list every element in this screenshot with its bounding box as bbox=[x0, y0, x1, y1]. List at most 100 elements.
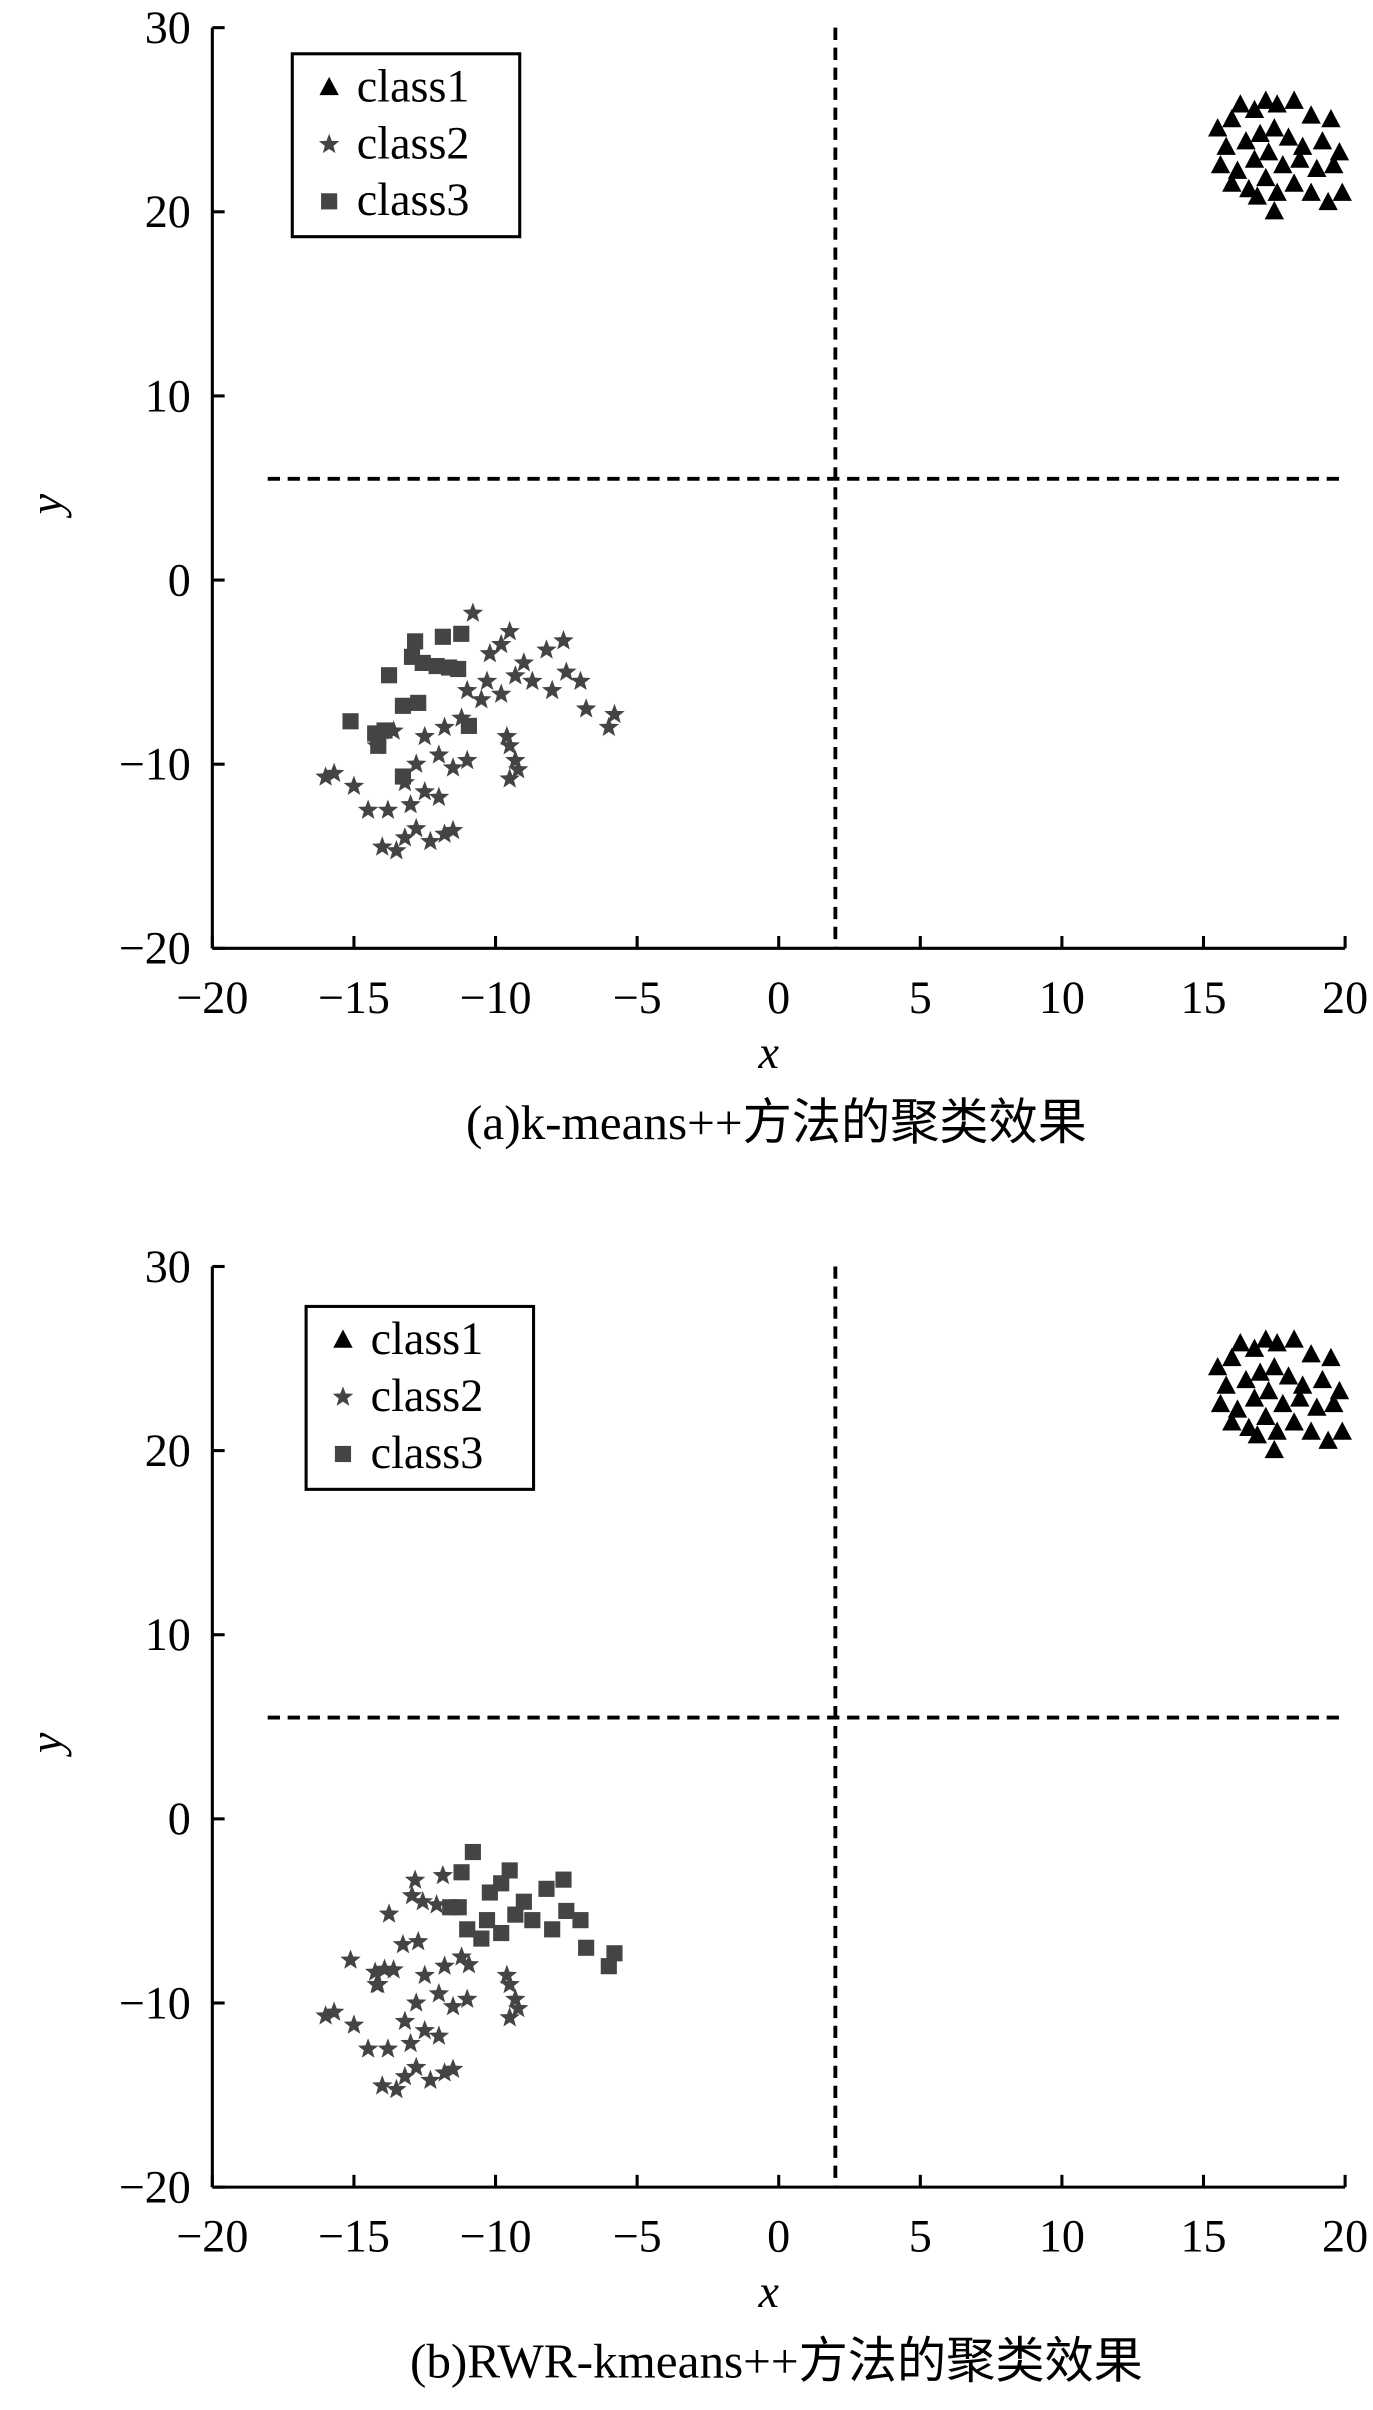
square-point bbox=[342, 713, 359, 730]
star-point bbox=[434, 1955, 455, 1975]
square-point bbox=[606, 1945, 623, 1962]
triangle-point bbox=[1318, 191, 1338, 211]
triangle-point bbox=[1278, 1366, 1299, 1385]
triangle-point bbox=[1258, 1380, 1279, 1400]
triangle-point bbox=[333, 1329, 353, 1348]
legend-label: class2 bbox=[357, 117, 470, 168]
triangle-point bbox=[1222, 1347, 1242, 1367]
star-point bbox=[405, 2056, 427, 2077]
triangle-point bbox=[1301, 182, 1321, 201]
star-point bbox=[456, 679, 478, 700]
triangle-point bbox=[1273, 155, 1293, 174]
star-point bbox=[377, 2038, 399, 2058]
x-tick-label: 10 bbox=[1039, 2211, 1085, 2262]
y-tick-label: −20 bbox=[119, 2162, 191, 2213]
star-point bbox=[575, 698, 597, 718]
star-point bbox=[368, 1973, 389, 1994]
star-point bbox=[476, 670, 498, 691]
star-point bbox=[414, 725, 435, 746]
square-point bbox=[434, 628, 451, 645]
triangle-point bbox=[1210, 155, 1231, 174]
square-point bbox=[493, 1875, 510, 1892]
triangle-point bbox=[1264, 201, 1284, 220]
legend-label: class3 bbox=[357, 174, 470, 225]
star-point bbox=[499, 735, 520, 755]
triangle-point bbox=[1264, 1439, 1284, 1459]
triangle-point bbox=[1284, 1329, 1304, 1348]
triangle-point bbox=[1318, 1430, 1338, 1449]
star-point bbox=[442, 1995, 464, 2016]
x-axis-label: x bbox=[757, 2266, 779, 2317]
star-point bbox=[505, 1988, 526, 2009]
star-point bbox=[394, 2065, 416, 2086]
star-point bbox=[499, 1973, 520, 1994]
triangle-point bbox=[1332, 1421, 1352, 1440]
x-tick-label: −20 bbox=[176, 2211, 248, 2262]
triangle-point bbox=[1284, 1412, 1304, 1431]
star-point bbox=[499, 2006, 520, 2027]
triangle-point bbox=[1258, 142, 1279, 161]
star-point bbox=[490, 633, 512, 654]
square-point bbox=[524, 1912, 541, 1929]
triangle-point bbox=[1247, 1425, 1267, 1444]
star-point bbox=[377, 799, 399, 819]
star-point bbox=[451, 1946, 472, 1966]
triangle-point bbox=[1321, 108, 1341, 128]
star-point bbox=[505, 749, 526, 770]
y-tick-label: 20 bbox=[145, 186, 191, 237]
star-point bbox=[442, 757, 464, 777]
y-tick-label: 0 bbox=[168, 1793, 191, 1844]
star-point bbox=[378, 1903, 400, 1923]
star-point bbox=[372, 836, 393, 856]
x-tick-label: 20 bbox=[1322, 972, 1368, 1023]
triangle-point bbox=[1278, 127, 1299, 146]
star-point bbox=[401, 1884, 423, 1905]
square-point bbox=[515, 1893, 532, 1910]
square-point bbox=[428, 657, 445, 675]
square-point bbox=[414, 654, 431, 671]
square-point bbox=[450, 660, 467, 678]
legend-label: class3 bbox=[371, 1427, 484, 1478]
y-axis-label: y bbox=[21, 493, 72, 518]
star-point bbox=[513, 652, 535, 672]
star-point bbox=[394, 2010, 416, 2031]
square-point bbox=[558, 1902, 575, 1920]
star-point bbox=[400, 793, 421, 814]
triangle-point bbox=[1273, 1393, 1293, 1413]
star-point bbox=[405, 817, 427, 838]
y-axis-label: y bbox=[21, 1732, 72, 1757]
triangle-point bbox=[1216, 1375, 1236, 1394]
square-point bbox=[394, 768, 411, 785]
star-point bbox=[407, 1930, 429, 1951]
star-point bbox=[323, 762, 345, 783]
y-tick-label: −20 bbox=[119, 923, 191, 974]
star-point bbox=[426, 1894, 447, 1914]
star-point bbox=[442, 2058, 464, 2078]
triangle-point bbox=[1301, 1344, 1321, 1363]
x-tick-label: 0 bbox=[767, 972, 790, 1023]
triangle-point bbox=[1216, 136, 1236, 155]
star-point bbox=[374, 1958, 395, 1979]
square-point bbox=[464, 1843, 481, 1861]
x-tick-label: −15 bbox=[318, 2211, 390, 2262]
triangle-point bbox=[1312, 131, 1333, 150]
square-point bbox=[478, 1912, 496, 1929]
triangle-point bbox=[1292, 1375, 1313, 1394]
triangle-point bbox=[1312, 1369, 1333, 1389]
square-point bbox=[394, 697, 411, 714]
star-point bbox=[372, 2075, 393, 2095]
star-point bbox=[386, 839, 407, 860]
triangle-point bbox=[1332, 182, 1352, 201]
star-point bbox=[420, 2069, 441, 2090]
triangle-point bbox=[1244, 1388, 1265, 1407]
square-point bbox=[493, 1924, 510, 1942]
triangle-point bbox=[1329, 142, 1350, 161]
star-point bbox=[434, 823, 455, 843]
square-point bbox=[460, 717, 477, 734]
triangle-point bbox=[1207, 1356, 1228, 1376]
square-point bbox=[334, 1445, 352, 1463]
star-point bbox=[318, 133, 340, 154]
square-point bbox=[450, 1899, 467, 1916]
star-point bbox=[432, 1864, 454, 1885]
square-point bbox=[572, 1912, 589, 1929]
